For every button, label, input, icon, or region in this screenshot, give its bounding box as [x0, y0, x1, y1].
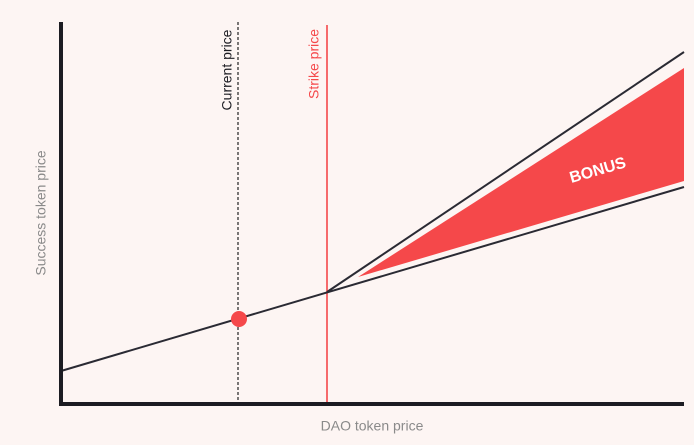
current-point: [231, 311, 247, 327]
bonus-area: [358, 68, 684, 277]
x-axis-label: DAO token price: [321, 418, 424, 434]
y-axis-label: Success token price: [33, 150, 49, 275]
base-line: [60, 186, 685, 372]
upper-line: [326, 51, 685, 293]
current-price-label: Current price: [219, 29, 235, 110]
strike-price-label: Strike price: [306, 29, 322, 99]
